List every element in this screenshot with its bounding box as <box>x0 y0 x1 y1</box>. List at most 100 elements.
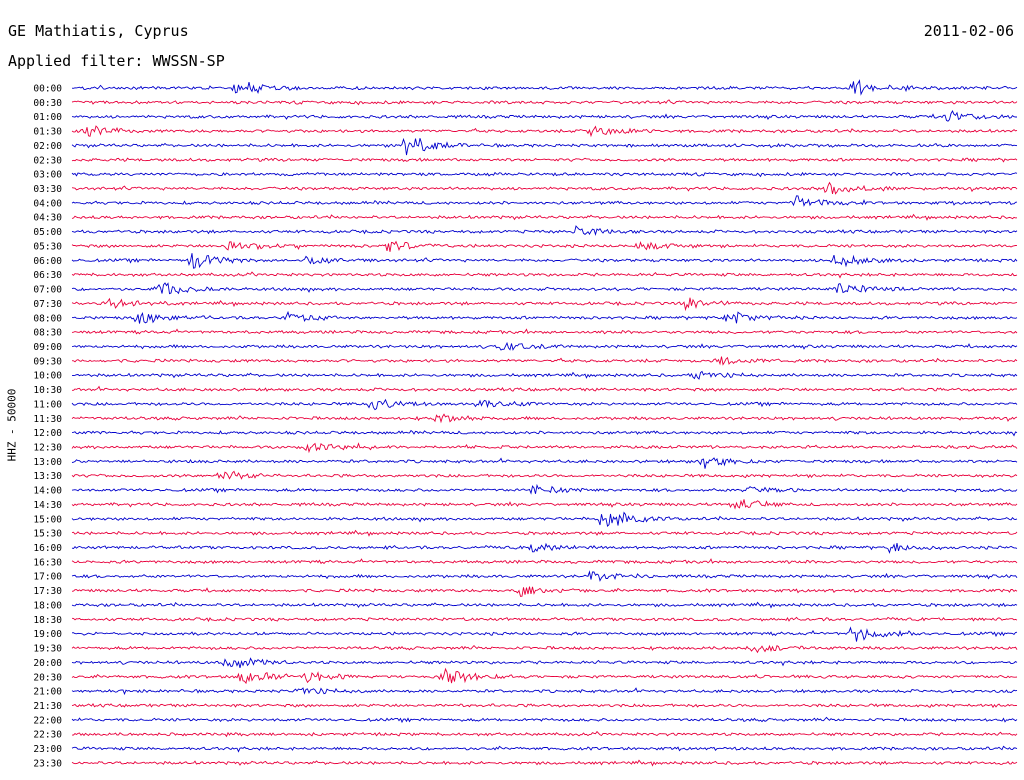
seismogram-trace <box>71 601 1018 609</box>
row-time-label: 20:30 <box>33 672 62 683</box>
seismogram-trace <box>71 271 1018 279</box>
row-time-label: 20:00 <box>33 658 62 669</box>
seismogram-trace <box>71 529 1018 537</box>
seismogram-trace <box>71 356 1018 366</box>
seismogram-trace <box>71 181 1018 195</box>
row-time-label: 10:30 <box>33 385 62 396</box>
seismogram-trace <box>71 429 1018 437</box>
seismogram-trace <box>71 687 1018 696</box>
seismogram-trace <box>71 470 1018 480</box>
row-time-label: 17:00 <box>33 572 62 583</box>
row-time-label: 19:00 <box>33 629 62 640</box>
row-time-label: 01:00 <box>33 112 62 123</box>
seismogram-trace <box>71 644 1018 654</box>
seismogram-trace <box>71 341 1018 351</box>
seismogram-trace <box>71 125 1018 138</box>
seismogram-trace <box>71 657 1018 669</box>
seismogram-trace <box>71 703 1018 709</box>
seismogram-trace <box>71 370 1018 380</box>
row-time-label: 23:00 <box>33 744 62 755</box>
row-time-label: 19:30 <box>33 644 62 655</box>
row-time-label: 18:30 <box>33 615 62 626</box>
row-time-label: 05:30 <box>33 241 62 252</box>
row-time-label: 08:30 <box>33 328 62 339</box>
row-time-label: 02:00 <box>33 141 62 152</box>
seismogram-trace <box>71 328 1018 335</box>
seismogram-trace <box>72 385 1017 392</box>
row-time-label: 01:30 <box>33 127 62 138</box>
row-time-label: 06:00 <box>33 256 62 267</box>
row-time-label: 18:00 <box>33 600 62 611</box>
seismogram-trace <box>71 511 1018 527</box>
row-time-label: 02:30 <box>33 155 62 166</box>
seismogram-trace <box>71 213 1018 221</box>
row-time-label: 10:00 <box>33 371 62 382</box>
row-time-label: 14:30 <box>33 500 62 511</box>
seismogram-trace <box>71 483 1018 495</box>
seismogram-trace <box>71 716 1018 724</box>
row-time-label: 05:00 <box>33 227 62 238</box>
row-time-label: 21:30 <box>33 701 62 712</box>
seismogram-trace <box>71 745 1018 753</box>
row-time-label: 07:30 <box>33 299 62 310</box>
row-time-label: 00:00 <box>33 84 62 95</box>
seismogram-trace <box>71 667 1018 685</box>
row-time-label: 17:30 <box>33 586 62 597</box>
row-time-label: 07:00 <box>33 285 62 296</box>
row-time-label: 15:00 <box>33 514 62 525</box>
seismogram-trace <box>71 240 1018 252</box>
seismogram-trace <box>71 137 1018 156</box>
seismogram-trace <box>71 195 1018 207</box>
seismogram-trace <box>71 730 1018 738</box>
seismogram-trace <box>71 398 1018 411</box>
seismogram-trace <box>71 253 1018 269</box>
seismogram-trace <box>71 759 1018 767</box>
seismogram-trace <box>71 79 1018 96</box>
seismogram-trace <box>71 157 1018 163</box>
seismogram-trace <box>71 542 1018 554</box>
seismogram-trace <box>71 99 1018 106</box>
row-time-label: 16:30 <box>33 557 62 568</box>
row-time-label: 11:00 <box>33 399 62 410</box>
row-time-label: 16:00 <box>33 543 62 554</box>
row-time-label: 12:30 <box>33 443 62 454</box>
seismogram-trace <box>71 457 1018 469</box>
row-time-label: 09:00 <box>33 342 62 353</box>
row-time-label: 00:30 <box>33 98 62 109</box>
row-time-label: 22:00 <box>33 715 62 726</box>
seismogram-trace <box>71 616 1018 623</box>
seismogram-trace <box>71 558 1018 565</box>
seismogram-trace <box>71 626 1018 642</box>
row-time-label: 11:30 <box>33 414 62 425</box>
station-title: GE Mathiatis, Cyprus <box>8 22 189 40</box>
row-time-label: 22:30 <box>33 730 62 741</box>
row-time-label: 06:30 <box>33 270 62 281</box>
seismogram-trace <box>71 442 1018 454</box>
row-time-label: 08:00 <box>33 313 62 324</box>
seismogram-trace <box>71 297 1018 312</box>
seismogram-trace <box>71 110 1017 122</box>
row-time-label: 09:30 <box>33 356 62 367</box>
seismogram-trace <box>71 413 1018 424</box>
row-time-label: 13:00 <box>33 457 62 468</box>
seismogram-trace <box>71 586 1018 597</box>
row-time-label: 03:30 <box>33 184 62 195</box>
seismogram-trace <box>71 310 1018 324</box>
filter-label: Applied filter: WWSSN-SP <box>8 52 225 70</box>
seismogram-trace <box>71 282 1018 295</box>
row-time-label: 03:00 <box>33 170 62 181</box>
row-time-label: 15:30 <box>33 529 62 540</box>
row-time-label: 21:00 <box>33 687 62 698</box>
row-time-label: 12:00 <box>33 428 62 439</box>
seismogram-trace <box>71 570 1018 582</box>
row-time-label: 04:00 <box>33 198 62 209</box>
seismogram-trace <box>71 171 1018 178</box>
date-label: 2011-02-06 <box>923 22 1014 40</box>
row-time-label: 14:00 <box>33 486 62 497</box>
row-time-label: 23:30 <box>33 758 62 769</box>
row-time-label: 13:30 <box>33 471 62 482</box>
row-time-label: 04:30 <box>33 213 62 224</box>
seismogram-trace <box>71 499 1018 510</box>
seismogram-trace <box>71 225 1018 236</box>
